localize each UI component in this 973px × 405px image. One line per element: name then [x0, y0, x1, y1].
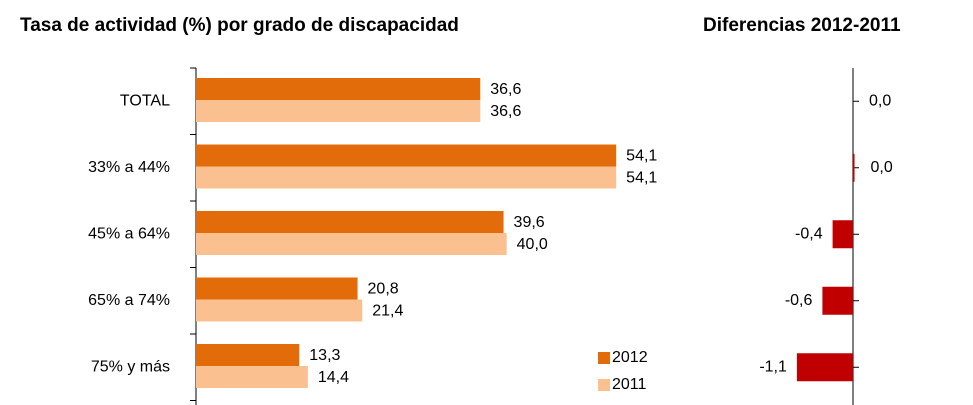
category-label: 45% a 64% — [88, 225, 170, 242]
category-label: 33% a 44% — [88, 159, 170, 176]
category-label: 65% a 74% — [88, 292, 170, 309]
bar — [196, 100, 481, 122]
bar — [196, 233, 507, 255]
bar — [196, 144, 617, 167]
value-label: 54,1 — [626, 170, 657, 187]
value-label: 0,0 — [871, 159, 893, 176]
value-label: -0,4 — [795, 225, 823, 242]
value-label: 20,8 — [368, 281, 399, 298]
bar — [832, 220, 853, 249]
bar — [853, 153, 855, 182]
value-label: 36,6 — [490, 81, 521, 98]
bar — [822, 286, 853, 315]
bar — [196, 299, 363, 322]
bar — [796, 353, 853, 382]
category-label: TOTAL — [120, 92, 170, 109]
value-label: 36,6 — [490, 103, 521, 120]
bar — [196, 277, 358, 300]
bar — [196, 366, 308, 388]
bar — [196, 211, 504, 233]
bar — [196, 78, 481, 100]
value-label: -1,1 — [759, 358, 787, 375]
value-label: 40,0 — [517, 236, 548, 253]
value-label: 0,0 — [869, 92, 891, 109]
legend-label: 2011 — [612, 376, 647, 393]
category-label: 75% y más — [91, 358, 170, 375]
legend-swatch — [598, 352, 610, 364]
bar — [196, 166, 617, 189]
chart-title: Tasa de actividad (%) por grado de disca… — [20, 15, 459, 36]
value-label: 21,4 — [372, 303, 403, 320]
legend-swatch — [598, 379, 610, 391]
value-label: 39,6 — [514, 214, 545, 231]
legend-label: 2012 — [612, 349, 648, 366]
bar — [196, 344, 300, 366]
value-label: 14,4 — [318, 369, 349, 386]
chart-title: Diferencias 2012-2011 — [703, 15, 901, 36]
value-label: 54,1 — [626, 148, 657, 165]
value-label: -0,6 — [785, 292, 813, 309]
value-label: 13,3 — [309, 347, 340, 364]
